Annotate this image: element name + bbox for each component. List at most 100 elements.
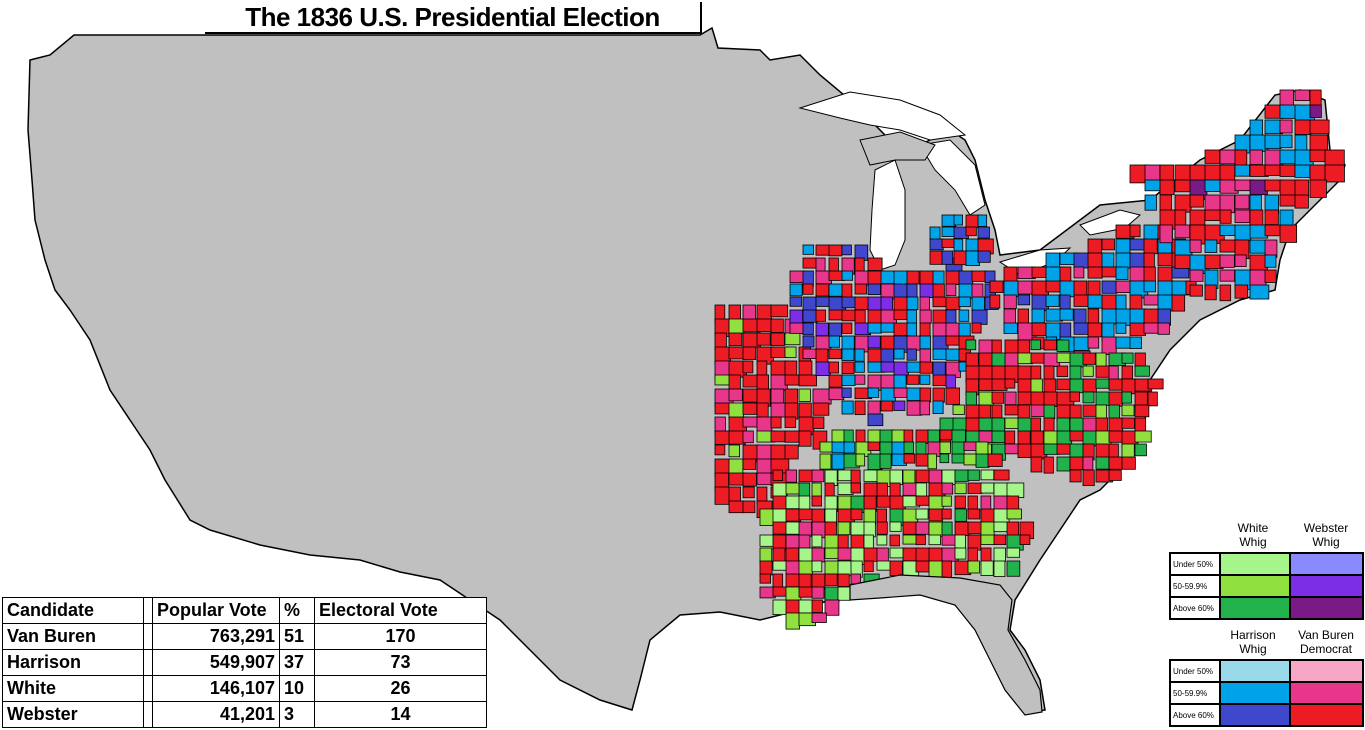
county [785, 482, 801, 495]
county [941, 521, 953, 536]
county [1087, 238, 1102, 255]
county [929, 226, 941, 241]
county [980, 521, 995, 538]
county [906, 361, 922, 373]
county [1189, 209, 1206, 226]
county [978, 391, 995, 406]
county [1087, 280, 1101, 297]
county [784, 430, 801, 443]
county [1121, 391, 1132, 404]
county [714, 402, 731, 415]
county [1279, 164, 1296, 177]
county [1219, 254, 1235, 268]
legend-header-webster: Webster Whig [1286, 521, 1365, 549]
county [1108, 430, 1124, 443]
county [1204, 284, 1217, 301]
county [815, 296, 831, 307]
county [742, 500, 756, 514]
county [789, 296, 802, 307]
county [993, 469, 1010, 481]
county [889, 560, 903, 576]
county [863, 547, 879, 562]
county [798, 573, 812, 589]
gulf-of-mexico [640, 590, 1010, 730]
county [965, 404, 981, 419]
county [1108, 443, 1119, 459]
candidate-name: Webster [2, 701, 144, 728]
county [967, 547, 978, 563]
county [893, 296, 908, 312]
legend-header-line: Whig [1239, 642, 1267, 656]
county [1134, 352, 1146, 368]
county [1294, 134, 1308, 153]
lake-superior [798, 91, 967, 141]
county [953, 250, 968, 266]
county [978, 352, 994, 367]
county [1030, 456, 1043, 473]
header-percent: % [279, 597, 315, 624]
county [811, 560, 823, 573]
county [785, 508, 802, 522]
county [867, 387, 880, 398]
county [1017, 294, 1031, 306]
county [1069, 404, 1082, 420]
county [1264, 134, 1282, 150]
county [798, 495, 811, 511]
county [867, 413, 884, 427]
county [759, 560, 773, 576]
county [993, 534, 1007, 546]
county [728, 318, 745, 335]
header-popular-vote: Popular Vote [152, 597, 280, 624]
county [1264, 254, 1277, 268]
table-header-row: Candidate Popular Vote % Electoral Vote [2, 597, 487, 624]
county [798, 430, 812, 447]
county [770, 388, 785, 405]
county [1189, 239, 1202, 253]
county [906, 322, 918, 338]
county [1056, 456, 1071, 472]
county [889, 534, 900, 547]
county [1043, 339, 1057, 351]
county [789, 283, 803, 297]
county [991, 404, 1003, 419]
county [1121, 404, 1135, 417]
county [1115, 266, 1129, 280]
header-electoral-vote: Electoral Vote [314, 597, 487, 624]
popular-vote: 41,201 [152, 701, 280, 728]
legend-swatch [1290, 660, 1363, 682]
county [1294, 89, 1310, 102]
county [1087, 322, 1102, 338]
county [1219, 209, 1232, 224]
legend-header-line: Whig [1312, 535, 1340, 549]
county [880, 348, 894, 363]
county [789, 270, 806, 284]
county [1073, 266, 1085, 279]
county [879, 453, 892, 469]
county [902, 469, 916, 485]
county [714, 444, 726, 456]
table-row: Harrison 549,907 37 73 [2, 649, 487, 676]
county [1144, 194, 1157, 211]
county [843, 429, 854, 444]
legend-swatch [1220, 575, 1290, 597]
county [906, 270, 920, 285]
county [770, 430, 786, 443]
county [841, 374, 856, 386]
county [798, 521, 812, 537]
county [971, 296, 985, 312]
county [945, 322, 961, 338]
county [1121, 352, 1134, 364]
county [967, 482, 983, 494]
county [978, 417, 993, 432]
county [1143, 280, 1157, 293]
county [1082, 391, 1095, 404]
county [1309, 89, 1322, 107]
county [893, 400, 906, 411]
county [824, 521, 837, 537]
legend-swatch [1220, 553, 1290, 575]
county [850, 469, 861, 484]
county [867, 257, 883, 271]
county [854, 296, 869, 310]
county [958, 322, 971, 338]
